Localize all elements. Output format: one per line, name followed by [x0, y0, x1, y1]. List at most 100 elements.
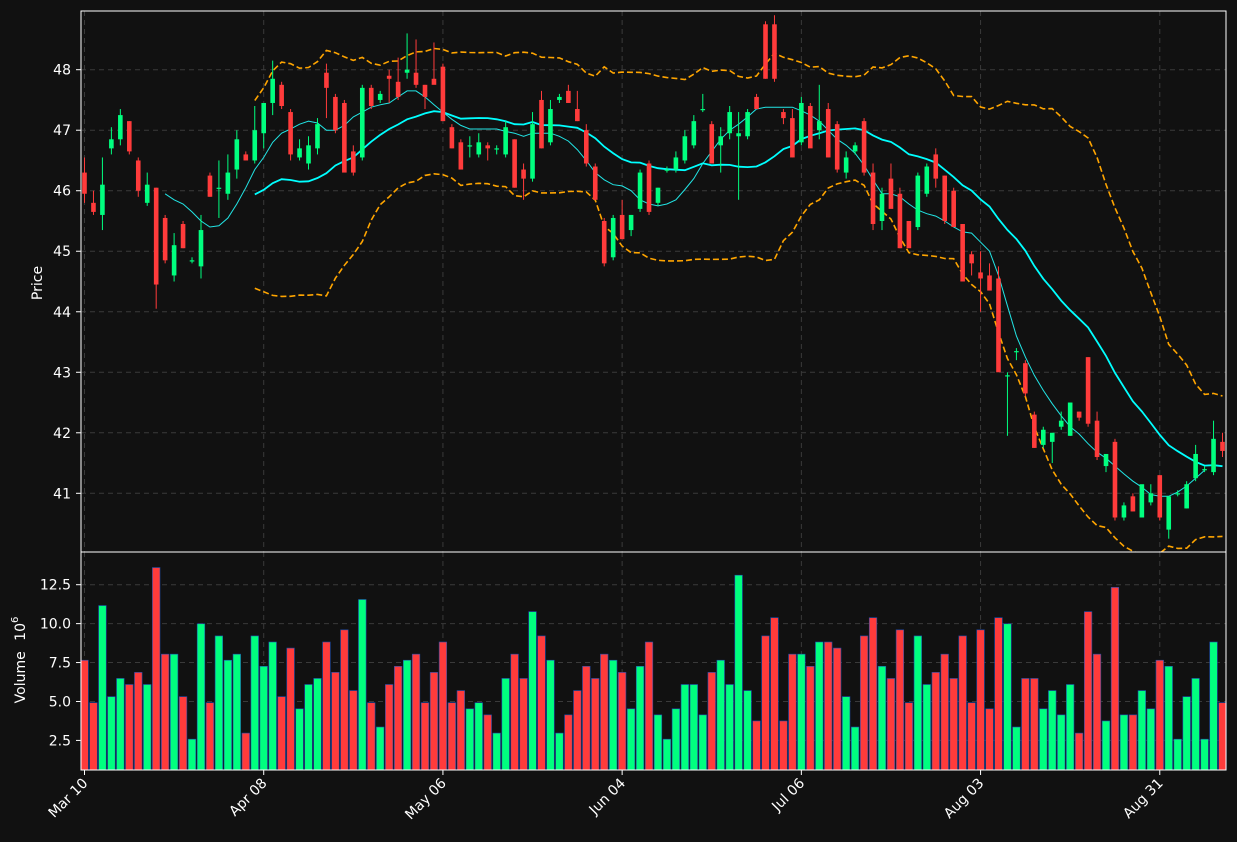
volume-bar — [725, 684, 734, 771]
volume-bar — [1200, 738, 1209, 771]
candle-body — [207, 175, 213, 197]
volume-bar — [492, 732, 501, 771]
candle-body — [306, 145, 311, 164]
x-tick-label: Aug 03 — [941, 776, 987, 822]
candle-body — [144, 184, 150, 203]
volume-bar — [734, 574, 743, 771]
candle-body — [709, 124, 715, 164]
candle-body — [234, 139, 240, 170]
candle-body — [1014, 351, 1019, 353]
candle-body — [1184, 484, 1189, 509]
volume-bar — [420, 702, 430, 771]
volume-bar — [340, 629, 349, 771]
volume-bar — [152, 567, 161, 771]
candle-body — [1121, 505, 1127, 518]
candle-body — [135, 160, 141, 191]
candle-body — [808, 106, 813, 149]
price-tick-label: 42 — [53, 426, 71, 442]
candle-body — [395, 81, 401, 97]
candles — [82, 15, 1225, 539]
candle-body — [601, 220, 607, 264]
volume-bar — [985, 708, 994, 771]
volume-bar — [286, 647, 295, 771]
candle-body — [870, 172, 876, 225]
volume-bar — [680, 684, 689, 771]
volume-bar — [600, 653, 609, 771]
candle-body — [583, 130, 589, 164]
candle-body — [100, 184, 105, 215]
volume-bar — [1128, 714, 1137, 771]
volume-bar — [1101, 720, 1111, 771]
volume-tick-label: 2.5 — [49, 733, 71, 749]
volume-bar — [1057, 714, 1066, 771]
volume-bar — [1039, 708, 1048, 771]
volume-bar — [940, 653, 949, 771]
x-tick-label: Mar 10 — [46, 776, 92, 822]
volume-bar — [295, 708, 304, 771]
volume-bar — [268, 641, 277, 771]
candle-body — [888, 178, 894, 209]
candle-body — [1175, 493, 1180, 495]
volume-tick-label: 5.0 — [49, 694, 71, 710]
volume-bar — [367, 702, 376, 771]
candle-body — [897, 193, 903, 249]
candle-body — [978, 272, 983, 279]
volume-bar — [178, 696, 188, 771]
volume-bar — [573, 690, 582, 771]
volume-bar — [385, 684, 394, 771]
candle-body — [987, 275, 992, 291]
candle-body — [270, 78, 275, 103]
volume-bar — [806, 665, 815, 771]
volume-bar — [815, 641, 824, 771]
price-tick-label: 43 — [53, 365, 71, 381]
x-axis: Mar 10 Apr 08 May 06 Jun 04 Jul 06 Aug 03 Aug … — [46, 770, 1167, 823]
volume-bar — [1092, 653, 1102, 771]
candle-body — [799, 102, 804, 143]
candle-body — [566, 90, 571, 103]
candle-body — [315, 124, 320, 149]
volume-bar — [259, 665, 268, 771]
candle-body — [297, 148, 302, 158]
volume-axis-label: Volume 106 — [10, 617, 29, 704]
candle-body — [225, 172, 231, 194]
volume-bar — [671, 708, 681, 771]
volume-bar — [438, 641, 448, 771]
volume-bar — [394, 665, 403, 771]
volume-bar — [277, 696, 286, 771]
candle-body — [1067, 402, 1073, 436]
candle-body — [216, 187, 222, 189]
volume-bar — [1218, 702, 1227, 771]
candle-body — [924, 166, 930, 194]
volume-bar — [205, 702, 215, 771]
volume-bar — [877, 665, 887, 771]
candle-body — [1058, 420, 1064, 427]
candle-body — [1130, 496, 1136, 512]
candle-body — [727, 112, 732, 134]
candle-body — [933, 154, 939, 179]
volume-bar — [591, 678, 600, 771]
candle-body — [1220, 441, 1225, 451]
volume-bar — [1048, 690, 1057, 771]
candle-body — [351, 151, 356, 173]
candle-body — [91, 202, 96, 212]
candle-body — [1094, 420, 1100, 457]
candle-body — [575, 109, 580, 122]
candle-body — [548, 109, 553, 143]
volume-bar — [358, 599, 367, 771]
volume-bar — [546, 659, 555, 771]
candle-body — [736, 133, 741, 137]
candle-body — [422, 84, 428, 97]
candle-body — [431, 78, 437, 85]
candle-body — [1005, 375, 1010, 377]
candle-body — [834, 124, 840, 170]
bollinger-upper-line — [254, 47, 1223, 397]
volume-tick-label: 10.0 — [40, 617, 71, 633]
volume-bar — [958, 635, 967, 771]
candle-body — [109, 139, 114, 149]
volume-bar — [1110, 587, 1120, 771]
volume-tick-label: 7.5 — [49, 656, 71, 672]
candle-body — [404, 69, 410, 73]
volume-bar — [1164, 665, 1173, 771]
volume-bar — [465, 708, 474, 771]
volume-bar — [510, 653, 519, 771]
